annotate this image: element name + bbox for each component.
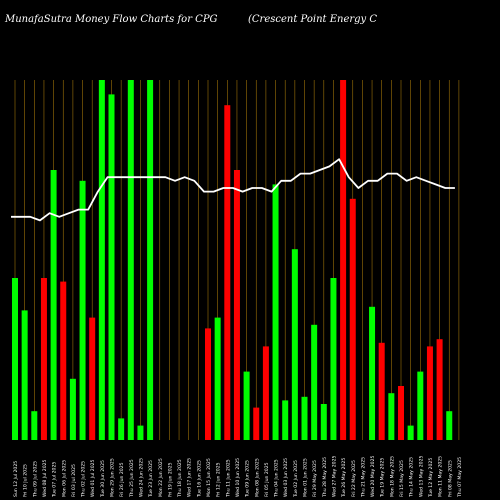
bar bbox=[407, 425, 414, 440]
x-tick-label: Thu 14 May 2025 bbox=[409, 457, 415, 498]
bar bbox=[108, 94, 115, 441]
chart-title-left: MunafaSutra Money Flow Charts for CPG bbox=[5, 14, 218, 25]
x-tick-label: Fri 15 May 2025 bbox=[399, 460, 405, 497]
bar bbox=[50, 170, 57, 440]
bar bbox=[137, 425, 144, 440]
x-tick-label: Tue 02 Jun 2025 bbox=[293, 460, 299, 498]
x-tick-label: Mon 29 Jun 2025 bbox=[110, 458, 116, 497]
x-tick-label: Wed 24 Jun 2025 bbox=[138, 458, 144, 497]
bar bbox=[311, 324, 318, 440]
x-tick-label: Tue 16 Jun 2025 bbox=[196, 460, 202, 498]
x-tick-label: Tue 19 May 2025 bbox=[380, 458, 386, 498]
bar bbox=[79, 180, 86, 441]
x-tick-label: Thu 21 May 2025 bbox=[360, 457, 366, 498]
bar bbox=[446, 411, 453, 440]
x-tick-label: Fri 26 Jun 2025 bbox=[119, 462, 125, 497]
bar bbox=[378, 342, 385, 440]
x-tick-label: Fri 10 Jul 2025 bbox=[23, 464, 29, 497]
x-tick-label: Mon 18 May 2025 bbox=[389, 456, 395, 497]
x-tick-label: Wed 17 Jun 2025 bbox=[187, 458, 193, 497]
money-flow-line bbox=[11, 158, 455, 222]
bar bbox=[40, 278, 47, 440]
x-tick-label: Thu 18 Jun 2025 bbox=[177, 459, 183, 498]
x-tick-label: Sun 12 Jul 2025 bbox=[13, 461, 19, 497]
x-tick-label: Thu 25 Jun 2025 bbox=[129, 459, 135, 498]
x-tick-label: Mon 01 Jun 2025 bbox=[303, 458, 309, 497]
x-tick-label: Thu 11 Jun 2025 bbox=[225, 459, 231, 498]
x-tick-label: Wed 01 Jul 2025 bbox=[90, 459, 96, 497]
bar bbox=[398, 386, 404, 440]
x-tick-label: Fri 19 Jun 2025 bbox=[167, 462, 173, 497]
x-tick-label: Fri 03 Jul 2025 bbox=[71, 464, 77, 497]
x-tick-label: Mon 15 Jun 2025 bbox=[206, 458, 212, 497]
x-tick-label: Tue 23 Jun 2025 bbox=[148, 460, 154, 498]
x-tick-label: Wed 10 Jun 2025 bbox=[235, 458, 241, 497]
x-tick-label: Fri 08 May 2025 bbox=[447, 460, 453, 497]
chart-title-right: (Crescent Point Energy C bbox=[248, 14, 378, 25]
bar bbox=[272, 184, 279, 440]
x-tick-label: Tue 07 Jul 2025 bbox=[52, 462, 58, 498]
bar bbox=[12, 278, 18, 440]
bar bbox=[89, 317, 96, 440]
bar bbox=[301, 396, 308, 440]
bar bbox=[205, 328, 211, 440]
x-tick-label: Mon 08 Jun 2025 bbox=[254, 458, 260, 497]
bar bbox=[262, 346, 269, 440]
x-tick-label: Tue 26 May 2025 bbox=[341, 458, 347, 498]
x-tick-label: Wed 03 Jun 2025 bbox=[283, 458, 289, 497]
bar bbox=[436, 339, 443, 440]
bar bbox=[291, 249, 298, 440]
bar bbox=[31, 411, 38, 440]
bar bbox=[214, 317, 221, 440]
x-tick-label: Fri 12 Jun 2025 bbox=[216, 462, 222, 497]
bar bbox=[127, 80, 134, 440]
x-tick-label: Fri 05 Jun 2025 bbox=[264, 462, 270, 497]
bar bbox=[349, 198, 356, 440]
bar bbox=[69, 378, 76, 440]
x-tick-label: Fri 22 May 2025 bbox=[351, 460, 357, 497]
x-tick-label: Wed 27 May 2025 bbox=[331, 455, 337, 497]
bar bbox=[320, 404, 327, 440]
x-tick-label: Thu 09 Jul 2025 bbox=[32, 461, 38, 498]
bar bbox=[282, 400, 289, 440]
x-tick-label: Tue 09 Jun 2025 bbox=[245, 460, 251, 498]
bar bbox=[388, 393, 395, 440]
bar bbox=[243, 371, 250, 440]
x-tick-label: Thu 04 Jun 2025 bbox=[274, 459, 280, 498]
x-tick-label: Thu 02 Jul 2025 bbox=[81, 461, 87, 498]
x-tick-label: Mon 11 May 2025 bbox=[438, 456, 444, 497]
x-tick-label: Wed 08 Jul 2025 bbox=[42, 459, 48, 497]
bar bbox=[21, 310, 28, 440]
bar bbox=[224, 105, 231, 440]
bar bbox=[147, 80, 154, 440]
bar bbox=[426, 346, 433, 440]
x-tick-label: Thu 28 May 2025 bbox=[322, 457, 328, 498]
bar bbox=[233, 170, 240, 440]
x-tick-label: Wed 13 May 2025 bbox=[418, 455, 424, 497]
x-tick-label: Fri 29 May 2025 bbox=[312, 460, 318, 497]
bar bbox=[340, 80, 347, 440]
x-tick-label: Mon 06 Jul 2025 bbox=[61, 460, 67, 497]
x-tick-label: Thu 07 May 2025 bbox=[457, 457, 463, 498]
bar bbox=[330, 278, 337, 440]
bar bbox=[118, 418, 125, 440]
bar bbox=[60, 281, 67, 440]
bar bbox=[417, 371, 424, 440]
bar bbox=[253, 407, 260, 440]
bar bbox=[98, 80, 105, 440]
x-tick-label: Tue 12 May 2025 bbox=[428, 458, 434, 498]
bar bbox=[369, 306, 376, 440]
x-tick-label: Tue 30 Jun 2025 bbox=[100, 460, 106, 498]
x-tick-label: Mon 22 Jun 2025 bbox=[158, 458, 164, 497]
x-tick-label: Wed 20 May 2025 bbox=[370, 455, 376, 497]
